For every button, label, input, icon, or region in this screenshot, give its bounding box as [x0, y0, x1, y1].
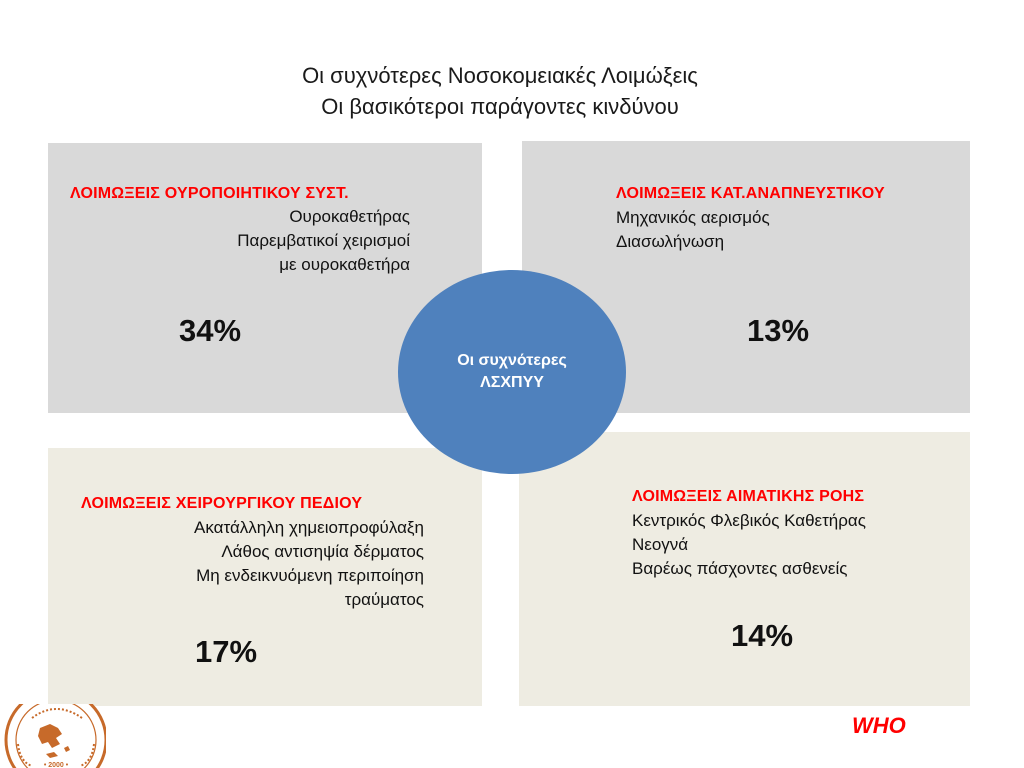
svg-text:• 2000 •: • 2000 •	[44, 762, 69, 768]
quadrant-heading: ΛΟΙΜΩΞΕΙΣ ΚΑΤ.ΑΝΑΠΝΕΥΣΤΙΚΟΥ	[616, 185, 885, 202]
risk-factor: Ουροκαθετήρας	[289, 207, 410, 226]
risk-factor: Νεογνά	[632, 535, 689, 554]
infection-percentage: 13%	[747, 313, 810, 348]
quadrant-bloodstream: ΛΟΙΜΩΞΕΙΣ ΑΙΜΑΤΙΚΗΣ ΡΟΗΣ Κεντρικός Φλεβι…	[519, 432, 970, 706]
infection-percentage: 34%	[179, 313, 242, 348]
center-label-line-1: Οι συχνότερες	[457, 352, 567, 369]
risk-factor: Λάθος αντισηψία δέρματος	[221, 542, 424, 561]
infection-percentage: 17%	[195, 634, 258, 669]
risk-factor: Βαρέως πάσχοντες ασθενείς	[632, 559, 848, 578]
greek-map-seal-icon: • 2000 •	[4, 704, 106, 768]
slide-title: Οι συχνότερες Νοσοκομειακές Λοιμώξεις Οι…	[0, 60, 1000, 122]
center-label-line-2: ΛΣΧΠΥΥ	[480, 374, 544, 391]
quadrant-surgical: ΛΟΙΜΩΞΕΙΣ ΧΕΙΡΟΥΡΓΙΚΟΥ ΠΕΔΙΟΥ Ακατάλληλη…	[48, 448, 482, 706]
risk-factor: Διασωλήνωση	[616, 232, 725, 251]
risk-factor: Κεντρικός Φλεβικός Καθετήρας	[632, 511, 866, 530]
risk-factor: με ουροκαθετήρα	[279, 255, 410, 274]
quadrant-heading: ΛΟΙΜΩΞΕΙΣ ΑΙΜΑΤΙΚΗΣ ΡΟΗΣ	[632, 488, 865, 505]
center-circle: Οι συχνότερες ΛΣΧΠΥΥ	[398, 270, 626, 474]
risk-factor: Μη ενδεικνυόμενη περιποίηση	[196, 566, 424, 585]
quadrant-heading: ΛΟΙΜΩΞΕΙΣ ΟΥΡΟΠΟΙΗΤΙΚΟΥ ΣΥΣΤ.	[70, 185, 349, 202]
risk-factor: τραύματος	[344, 590, 424, 609]
infection-percentage: 14%	[731, 618, 794, 653]
title-line-1: Οι συχνότερες Νοσοκομειακές Λοιμώξεις	[302, 63, 698, 88]
risk-factor: Ακατάλληλη χημειοπροφύλαξη	[194, 518, 424, 537]
source-label: WHO	[852, 713, 906, 738]
quadrant-urinary: ΛΟΙΜΩΞΕΙΣ ΟΥΡΟΠΟΙΗΤΙΚΟΥ ΣΥΣΤ. Ουροκαθετή…	[48, 143, 482, 413]
risk-factor: Παρεμβατικοί χειρισμοί	[237, 231, 410, 250]
risk-factor: Μηχανικός αερισμός	[616, 208, 770, 227]
title-line-2: Οι βασικότεροι παράγοντες κινδύνου	[321, 94, 679, 119]
quadrant-heading: ΛΟΙΜΩΞΕΙΣ ΧΕΙΡΟΥΡΓΙΚΟΥ ΠΕΔΙΟΥ	[81, 495, 363, 512]
